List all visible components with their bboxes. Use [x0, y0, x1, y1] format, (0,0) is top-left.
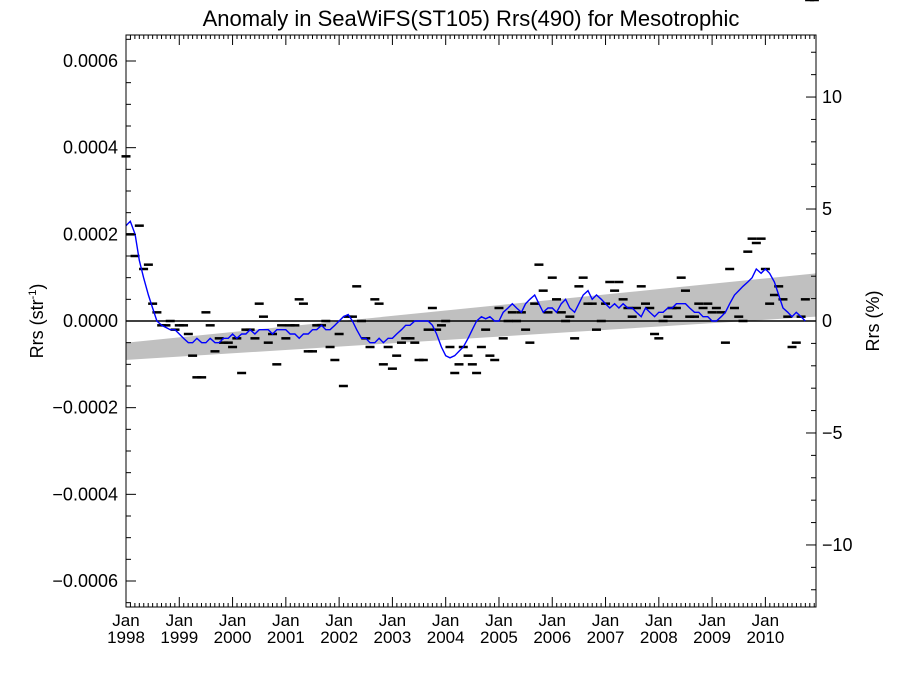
y-tick-label-left: −0.0002 — [52, 398, 118, 418]
x-tick-label-month: Jan — [539, 611, 566, 630]
x-tick-label-month: Jan — [112, 611, 139, 630]
x-tick-label-month: Jan — [485, 611, 512, 630]
x-tick-label-year: 2006 — [533, 628, 571, 647]
x-tick-label-month: Jan — [432, 611, 459, 630]
chart-title: Anomaly in SeaWiFS(ST105) Rrs(490) for M… — [203, 6, 740, 31]
x-tick-label-year: 2005 — [480, 628, 518, 647]
x-tick-label-year: 1999 — [160, 628, 198, 647]
x-tick-label-year: 2003 — [373, 628, 411, 647]
y-tick-label-left: 0.0000 — [63, 311, 118, 331]
x-tick-label-year: 2004 — [427, 628, 465, 647]
y-tick-label-left: 0.0004 — [63, 138, 118, 158]
x-tick-label-month: Jan — [698, 611, 725, 630]
x-tick-label-year: 2010 — [746, 628, 784, 647]
y-axis-label-left-superscript: -1 — [27, 290, 39, 300]
y-axis-label-left: Rrs (str-1) — [27, 284, 47, 359]
x-tick-label-year: 2001 — [267, 628, 305, 647]
running-mean-line — [125, 220, 806, 359]
y-axis-label-right: Rrs (%) — [863, 291, 883, 352]
y-tick-label-right: 5 — [822, 199, 832, 219]
y-tick-label-right: 10 — [822, 87, 842, 107]
axes — [125, 34, 817, 608]
y-axis-label-left-close: ) — [27, 284, 47, 290]
y-tick-label-left: 0.0002 — [63, 224, 118, 244]
y-tick-label-left: 0.0006 — [63, 51, 118, 71]
x-tick-label-month: Jan — [379, 611, 406, 630]
y-axis-label-left-base: Rrs (str — [27, 299, 47, 358]
x-tick-label-month: Jan — [272, 611, 299, 630]
x-tick-label-year: 2008 — [640, 628, 678, 647]
x-tick-label-month: Jan — [219, 611, 246, 630]
plot-area — [121, 0, 819, 388]
y-tick-label-right: −10 — [822, 535, 853, 555]
y-tick-label-right: 0 — [822, 311, 832, 331]
x-tick-label-year: 2009 — [693, 628, 731, 647]
x-tick-label-month: Jan — [166, 611, 193, 630]
tick-labels: 0.0006 0.0004 0.0002 0.0000 −0.0002 −0.0004 −0… — [52, 51, 852, 647]
x-tick-label-year: 2002 — [320, 628, 358, 647]
y-tick-label-left: −0.0004 — [52, 484, 118, 504]
x-tick-label-month: Jan — [592, 611, 619, 630]
x-tick-label-month: Jan — [752, 611, 779, 630]
y-tick-label-left: −0.0006 — [52, 571, 118, 591]
x-tick-label-month: Jan — [325, 611, 352, 630]
x-tick-label-month: Jan — [645, 611, 672, 630]
x-tick-label-year: 2000 — [214, 628, 252, 647]
x-tick-label-year: 2007 — [587, 628, 625, 647]
x-tick-label-year: 1998 — [107, 628, 145, 647]
y-tick-label-right: −5 — [822, 423, 843, 443]
